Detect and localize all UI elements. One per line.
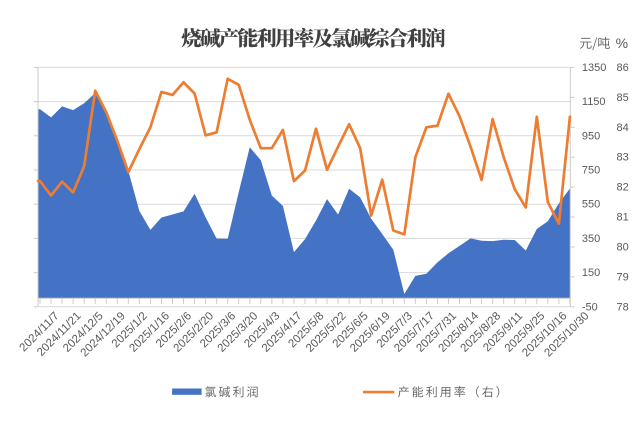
svg-text:150: 150 — [582, 267, 600, 279]
svg-text:83: 83 — [617, 152, 629, 164]
svg-text:78: 78 — [617, 301, 629, 313]
svg-text:950: 950 — [582, 130, 600, 142]
svg-text:1350: 1350 — [582, 62, 606, 74]
svg-text:82: 82 — [617, 182, 629, 194]
svg-text:84: 84 — [617, 122, 629, 134]
svg-text:750: 750 — [582, 165, 600, 177]
svg-text:-50: -50 — [582, 301, 598, 313]
svg-text:86: 86 — [617, 62, 629, 74]
svg-text:85: 85 — [617, 92, 629, 104]
svg-text:1150: 1150 — [582, 96, 606, 108]
svg-text:79: 79 — [617, 271, 629, 283]
svg-text:%: % — [616, 35, 628, 51]
svg-text:81: 81 — [617, 212, 629, 224]
svg-text:350: 350 — [582, 233, 600, 245]
svg-text:80: 80 — [617, 241, 629, 253]
svg-text:550: 550 — [582, 199, 600, 211]
